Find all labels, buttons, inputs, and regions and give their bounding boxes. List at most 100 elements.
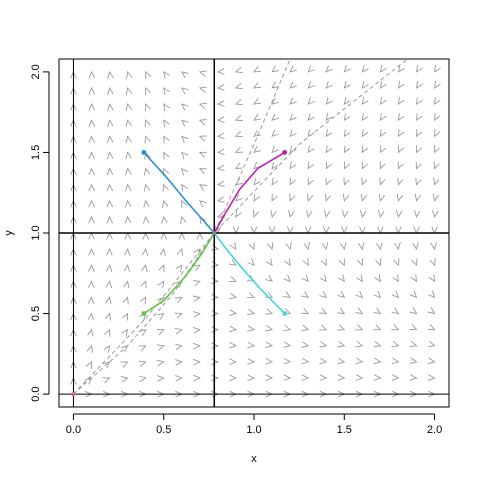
vector-arrow [301,324,310,331]
vector-arrow [427,374,436,381]
vector-arrow [163,151,170,160]
vector-arrow [105,264,113,272]
vector-arrow [391,307,400,315]
vector-arrow [175,264,183,273]
trajectory-magenta [213,151,286,234]
vector-arrow [412,242,419,251]
vector-arrow [88,103,96,111]
vector-arrow [396,193,404,202]
vector-arrow [253,145,261,154]
vector-arrow [432,193,440,202]
vector-arrow [397,97,405,106]
vector-arrow [193,374,201,382]
vector-arrow [143,199,150,208]
x-tick-label: 0.0 [66,424,81,436]
trajectory-blue [143,151,215,234]
x-tick-label: 1.0 [246,424,261,436]
vector-arrow [395,210,403,218]
vector-arrow [125,103,133,112]
vector-arrow [337,324,346,331]
vector-arrow [379,129,387,138]
vector-arrow [373,290,382,299]
vector-arrow [123,280,130,289]
vector-arrow [247,325,256,332]
vector-arrow [319,374,328,381]
vector-arrow [301,357,310,365]
vector-arrow [162,183,169,192]
vector-arrow [285,242,292,251]
vector-arrow [428,274,436,283]
vector-arrow [234,98,243,106]
vector-arrow [216,180,225,188]
vector-arrow [88,264,95,272]
vector-arrow [306,209,313,218]
vector-arrow [415,177,422,186]
vector-arrow [181,151,189,160]
vector-arrow [157,280,165,289]
vector-arrow [124,215,132,224]
vector-arrow [142,215,150,224]
vector-arrow [253,130,261,137]
vector-arrow [88,151,96,160]
vector-arrow [409,340,418,348]
vector-arrow [180,215,187,224]
vector-arrow [289,161,297,170]
vector-arrow [307,81,315,89]
vector-arrow [265,374,274,382]
trajectories [71,150,288,397]
vector-arrow [265,358,274,365]
vector-arrow [271,65,279,73]
y-tick-label: 1.5 [30,145,42,160]
vector-arrow [144,135,151,144]
vector-arrow [271,161,279,170]
vector-arrow [247,341,256,349]
vector-arrow [125,86,133,95]
vector-arrow [229,358,237,365]
vector-arrow [379,145,387,154]
vector-arrow [253,66,262,73]
vector-arrow [319,357,328,365]
vector-arrow [198,102,207,110]
vector-arrow [271,145,279,154]
vector-arrow [379,177,386,186]
vector-arrow [105,280,113,289]
vector-arrow [358,242,365,251]
vector-arrow [355,290,364,299]
vector-arrow [216,100,225,107]
axes: 0.0 0.5 1.0 1.5 2.0 0.0 0.5 1.0 1.5 2.0 [30,64,442,436]
vector-arrow [138,360,147,367]
vector-arrow [138,345,147,352]
vector-arrow [373,307,382,315]
vector-arrow [377,210,385,218]
vector-arrow [162,199,169,208]
vector-arrow [235,194,243,202]
vector-arrow [181,167,189,176]
y-tick-label: 1.0 [30,225,42,240]
vector-arrow [429,258,436,267]
vector-arrow [361,81,369,89]
vector-arrow [325,81,333,89]
vector-arrow [337,290,346,299]
vector-arrow [265,341,274,349]
vector-arrow [88,199,95,208]
vector-arrow [192,311,201,318]
vector-arrow [265,258,273,267]
vector-arrow [416,145,423,154]
vector-arrow [143,167,151,176]
vector-arrow [102,361,111,369]
vector-arrow [235,209,242,218]
vector-arrow [397,177,404,186]
vector-arrow [161,215,168,224]
vector-arrow [301,341,310,348]
vector-arrow [325,97,333,105]
vector-arrow [104,312,112,321]
vector-arrow [270,209,277,218]
vector-arrow [324,193,332,202]
vector-arrow [325,65,333,73]
vector-arrow [427,340,436,348]
vector-arrow [283,358,292,365]
vector-arrow [174,327,183,335]
vector-arrow [181,183,188,192]
vector-arrow [397,81,405,89]
